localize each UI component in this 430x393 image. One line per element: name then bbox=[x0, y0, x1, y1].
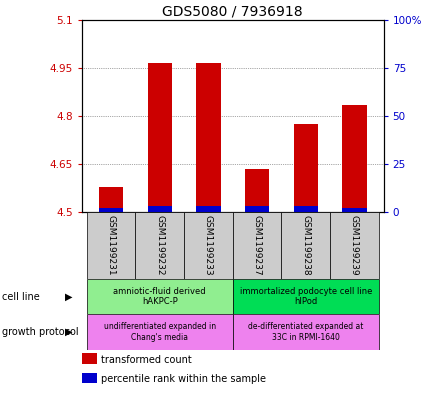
Text: transformed count: transformed count bbox=[101, 354, 192, 365]
Bar bbox=[341, 105, 366, 212]
Text: cell line: cell line bbox=[2, 292, 40, 302]
Bar bbox=[244, 206, 269, 212]
Bar bbox=[293, 206, 317, 212]
Text: percentile rank within the sample: percentile rank within the sample bbox=[101, 374, 266, 384]
Bar bbox=[341, 208, 366, 212]
Text: de-differentiated expanded at
33C in RPMI-1640: de-differentiated expanded at 33C in RPM… bbox=[248, 322, 362, 342]
Text: GSM1199238: GSM1199238 bbox=[301, 215, 310, 276]
Bar bbox=[82, 353, 97, 364]
Bar bbox=[147, 63, 172, 212]
Text: GSM1199232: GSM1199232 bbox=[155, 215, 164, 276]
Bar bbox=[86, 314, 232, 350]
Text: GSM1199237: GSM1199237 bbox=[252, 215, 261, 276]
Bar bbox=[232, 279, 378, 314]
Bar bbox=[232, 212, 281, 279]
Bar bbox=[196, 206, 220, 212]
Bar bbox=[281, 212, 329, 279]
Bar bbox=[82, 373, 97, 383]
Text: GSM1199239: GSM1199239 bbox=[349, 215, 358, 276]
Text: undifferentiated expanded in
Chang's media: undifferentiated expanded in Chang's med… bbox=[104, 322, 215, 342]
Bar bbox=[99, 187, 123, 212]
Bar bbox=[147, 206, 172, 212]
Text: growth protocol: growth protocol bbox=[2, 327, 79, 337]
Bar bbox=[196, 63, 220, 212]
Bar bbox=[232, 314, 378, 350]
Text: ▶: ▶ bbox=[64, 327, 72, 337]
Bar bbox=[86, 212, 135, 279]
Bar bbox=[244, 169, 269, 212]
Bar bbox=[293, 124, 317, 212]
Bar bbox=[86, 279, 232, 314]
Text: ▶: ▶ bbox=[64, 292, 72, 302]
Bar bbox=[99, 208, 123, 212]
Text: GSM1199233: GSM1199233 bbox=[203, 215, 212, 276]
Title: GDS5080 / 7936918: GDS5080 / 7936918 bbox=[162, 4, 302, 18]
Text: immortalized podocyte cell line
hIPod: immortalized podocyte cell line hIPod bbox=[239, 287, 371, 307]
Bar bbox=[329, 212, 378, 279]
Bar bbox=[135, 212, 184, 279]
Text: GSM1199231: GSM1199231 bbox=[106, 215, 115, 276]
Text: amniotic-fluid derived
hAKPC-P: amniotic-fluid derived hAKPC-P bbox=[113, 287, 206, 307]
Bar bbox=[184, 212, 232, 279]
